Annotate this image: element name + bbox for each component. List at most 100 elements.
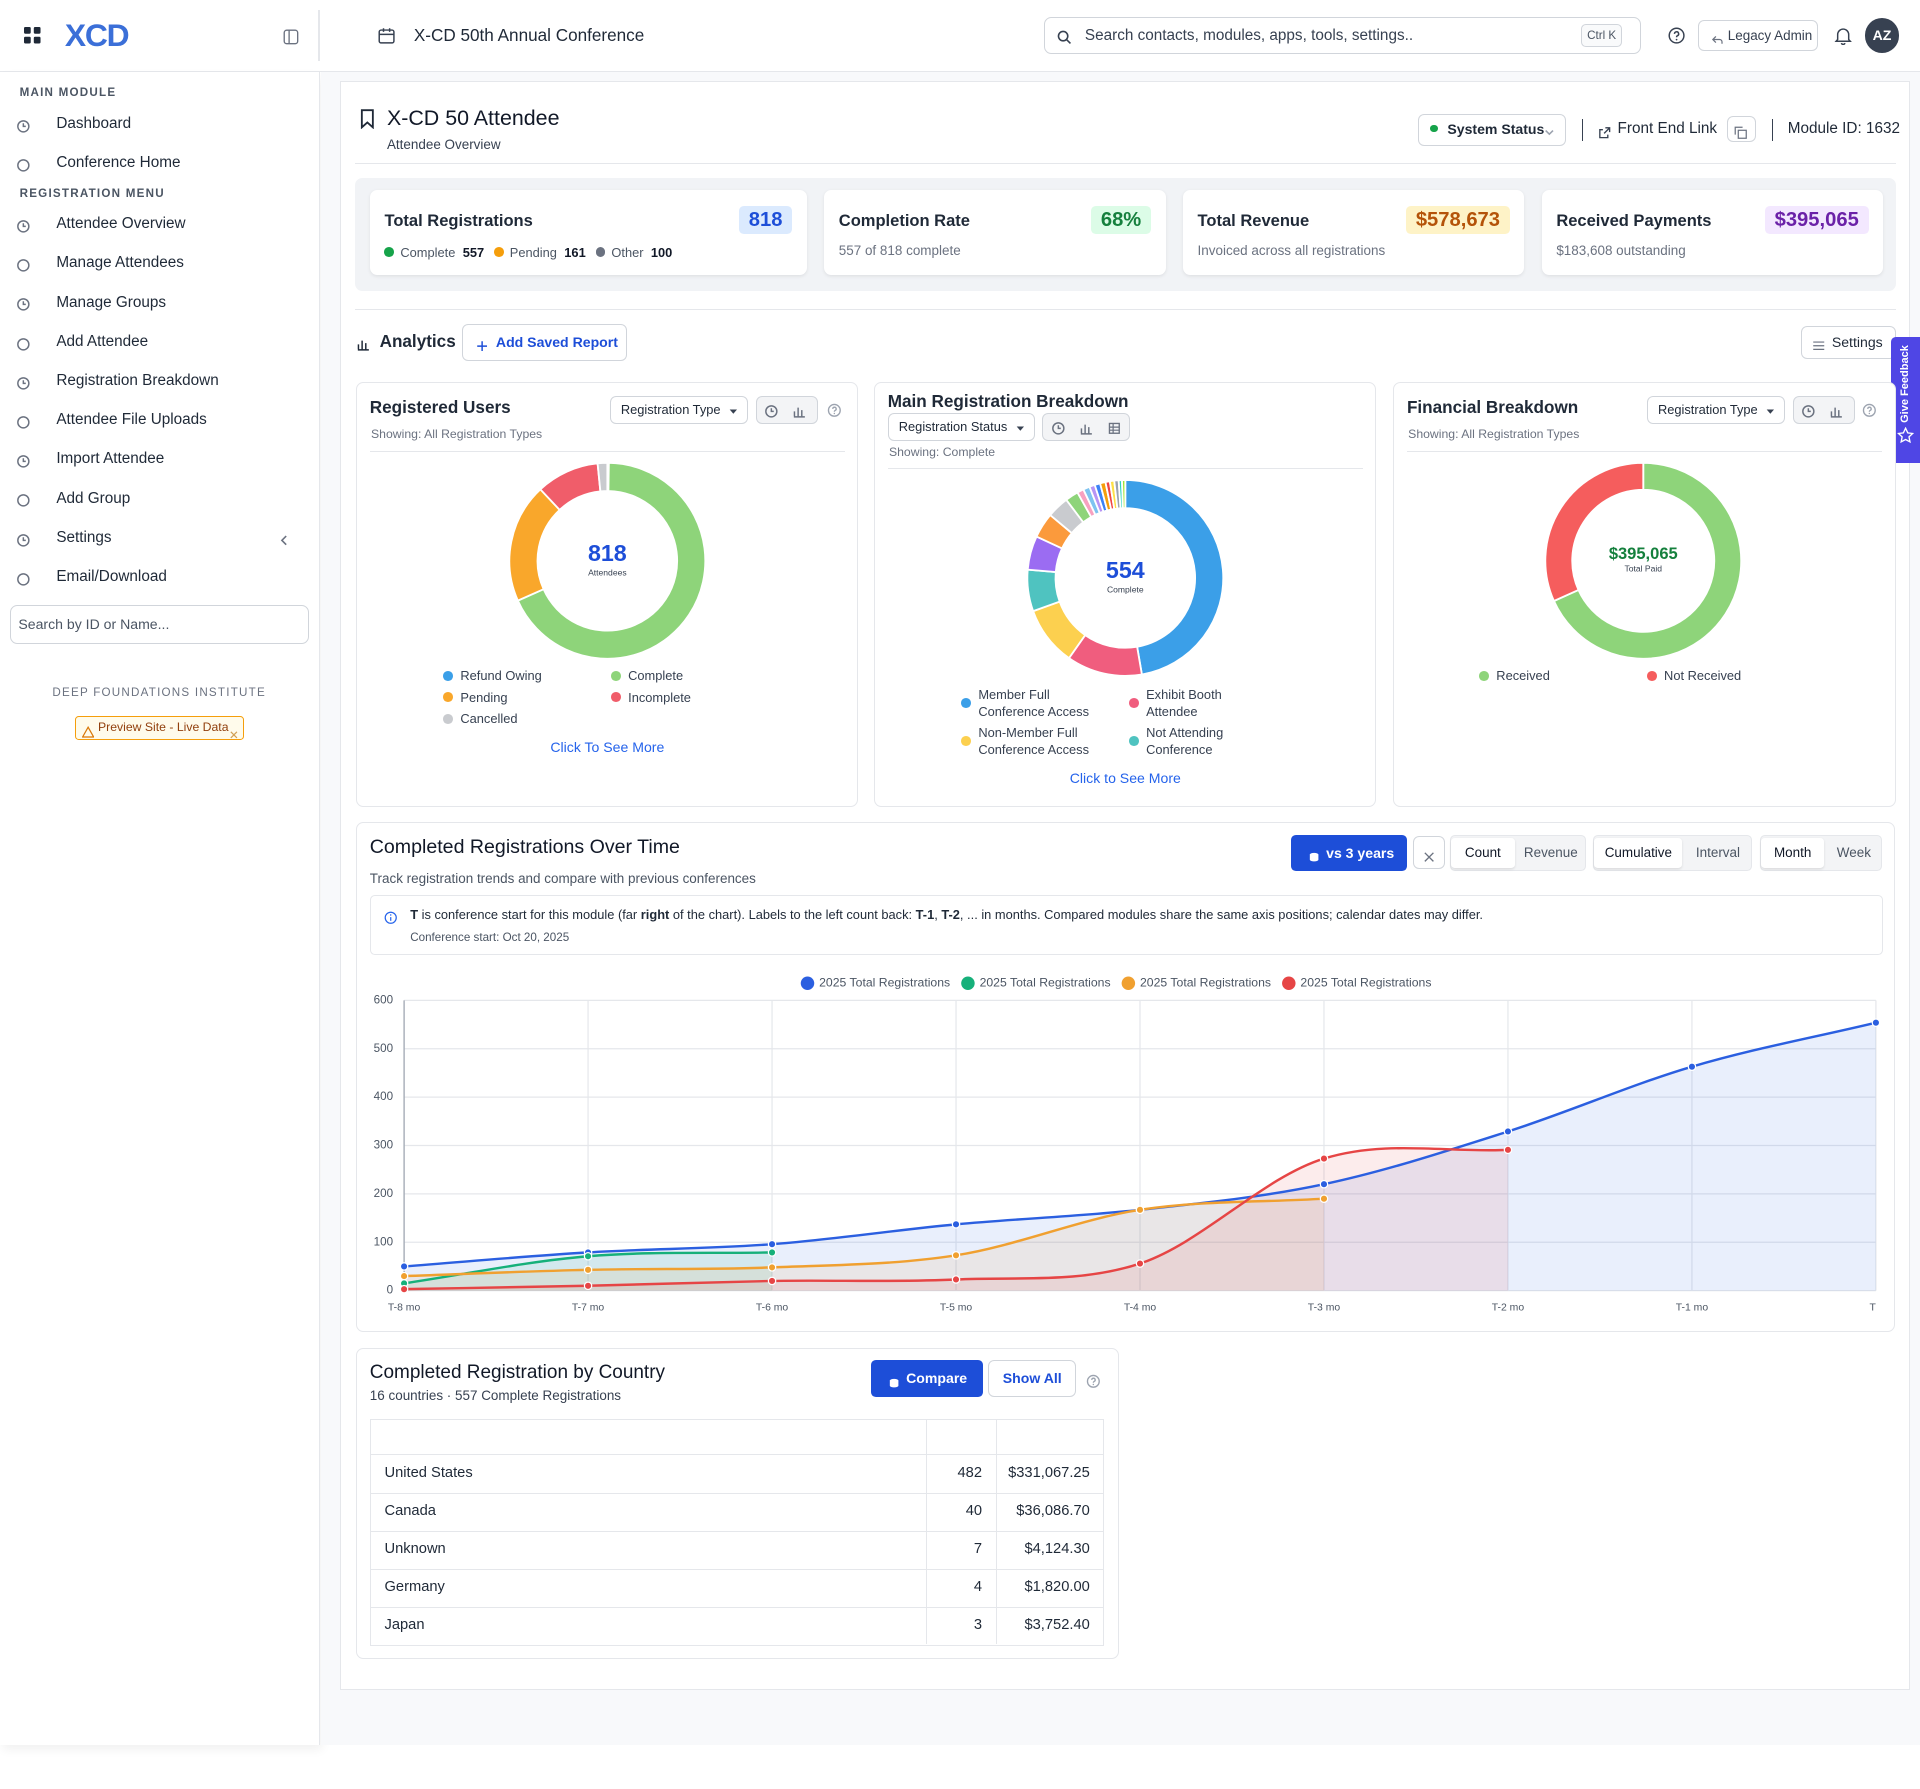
filter-label: Registration Type: [1657, 401, 1758, 417]
row-divider: [371, 1568, 1104, 1570]
view-toggle[interactable]: [755, 395, 818, 424]
icon-part: [1599, 127, 1611, 139]
legend-item[interactable]: Non-Member Full Conference Access: [961, 724, 1129, 758]
breakdown-name: Complete: [400, 244, 456, 260]
icon-part: [1091, 1377, 1096, 1383]
filter-dropdown[interactable]: [887, 412, 1035, 441]
avatar-initials: AZ: [1872, 26, 1892, 43]
legend-item[interactable]: Not Attending Conference: [1128, 724, 1297, 758]
icon-part: [1869, 412, 1871, 414]
legend-label: Exhibit Booth Attendee: [1146, 686, 1222, 719]
header-divider: [318, 9, 320, 62]
legend-item[interactable]: Pending: [443, 689, 611, 706]
nav-icon: [16, 530, 31, 547]
see-more-link[interactable]: Click To See More: [550, 739, 665, 756]
country-name: United States: [384, 1465, 473, 1482]
legacy-admin-button[interactable]: [1698, 19, 1819, 52]
clear-button[interactable]: [1413, 836, 1445, 870]
icon-part: [17, 259, 30, 272]
filter-dropdown[interactable]: [609, 395, 749, 424]
bar-icon: [792, 402, 807, 418]
country-revenue: $36,086.70: [1016, 1503, 1090, 1520]
add-report-button[interactable]: [461, 324, 627, 362]
system-status-button[interactable]: [1417, 113, 1567, 146]
icon-part: [22, 536, 26, 541]
icon-part: [1734, 126, 1743, 135]
icon-part: [1831, 407, 1843, 418]
pie-icon: [1801, 402, 1816, 418]
toggle-option[interactable]: [1451, 837, 1515, 869]
row-divider: [371, 1492, 1104, 1494]
toggle-option[interactable]: [1760, 837, 1825, 869]
separator: [1406, 450, 1883, 452]
legend-item[interactable]: Received: [1479, 667, 1647, 684]
legend-item[interactable]: Member Full Conference Access: [961, 686, 1129, 720]
nav-item[interactable]: [7, 107, 311, 141]
legend-item[interactable]: Complete: [611, 667, 779, 684]
icon-part: [1813, 341, 1825, 351]
icon-part: [17, 337, 30, 351]
toggle-label: Cumulative: [1604, 845, 1673, 861]
legend-item[interactable]: Cancelled: [443, 710, 611, 727]
icon-part: [1863, 403, 1877, 417]
kpi-note: 557 of 818 complete: [838, 243, 961, 259]
icon-part: [17, 533, 30, 547]
row-divider: [371, 1530, 1104, 1532]
search-box[interactable]: [1044, 17, 1641, 54]
toggle-option[interactable]: [1594, 837, 1683, 869]
legend-item[interactable]: Exhibit Booth Attendee: [1128, 686, 1297, 720]
show-all-label: Show All: [1002, 1369, 1062, 1386]
show-all-button[interactable]: [988, 1360, 1077, 1398]
legend-label: Received: [1496, 668, 1550, 684]
nav-item[interactable]: [7, 481, 311, 515]
country-count: 4: [973, 1579, 983, 1596]
icon-part: [1673, 31, 1680, 38]
front-end-link[interactable]: Front End Link: [1617, 119, 1718, 137]
legend-item[interactable]: Not Received: [1646, 667, 1815, 684]
toggle-label: Revenue: [1523, 845, 1578, 861]
icon-part: [17, 298, 30, 311]
icon-part: [17, 416, 30, 429]
nav-label: Attendee Overview: [56, 215, 186, 233]
icon-part: [17, 220, 30, 233]
feedback-tab[interactable]: [1890, 336, 1920, 463]
legend-dot: [493, 247, 504, 258]
calendar-icon: [378, 27, 396, 44]
status-dot: [1430, 124, 1438, 133]
breakdown-value: 100: [650, 244, 673, 260]
nav-item[interactable]: [7, 324, 311, 358]
compare-button[interactable]: [1290, 835, 1407, 871]
page-subtitle: Attendee Overview: [386, 136, 501, 152]
legend: Refund Owing Complete Pending Incomplete Can…: [443, 667, 779, 727]
legend-swatch: [443, 671, 454, 681]
separator: [355, 308, 1896, 310]
avatar[interactable]: [1864, 18, 1900, 53]
sidebar-search[interactable]: [9, 604, 309, 645]
kpi-value: 818: [739, 205, 793, 234]
nav-item[interactable]: [7, 520, 311, 554]
nav-label: Registration Breakdown: [56, 372, 219, 390]
nav-label: Import Attendee: [56, 450, 165, 468]
icon-part: [1080, 424, 1092, 435]
compare-icon: [1308, 846, 1320, 862]
country-name: Unknown: [384, 1541, 446, 1558]
add-report-label: Add Saved Report: [495, 334, 618, 351]
legend-dot: [595, 247, 606, 258]
nav-label: Dashboard: [56, 114, 132, 132]
icon-part: [1424, 852, 1434, 862]
toggle-label: Interval: [1695, 845, 1741, 861]
icon-part: [385, 911, 398, 924]
icon-part: [1840, 42, 1846, 45]
legend-item[interactable]: Refund Owing: [443, 667, 611, 684]
icon-part: [1802, 405, 1815, 418]
icon-part: [17, 494, 30, 507]
filter-dropdown[interactable]: [1646, 395, 1786, 424]
legend-item[interactable]: Incomplete: [611, 689, 779, 706]
icon-part: [793, 407, 806, 418]
compare-button[interactable]: [870, 1360, 984, 1398]
see-more-link[interactable]: Click to See More: [1069, 769, 1181, 786]
icon-part: [1051, 422, 1065, 435]
icon-part: [765, 405, 778, 418]
icon-part: [793, 407, 806, 418]
